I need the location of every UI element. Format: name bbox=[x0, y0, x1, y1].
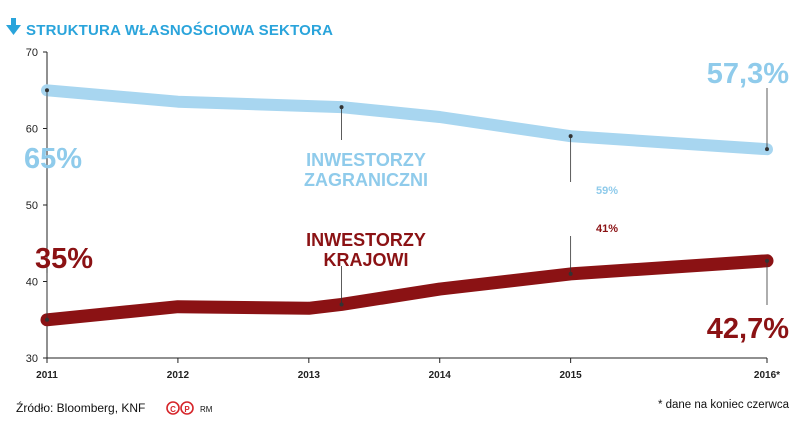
data-point-marker bbox=[568, 271, 573, 276]
data-point-marker bbox=[45, 88, 49, 93]
down-arrow-icon bbox=[6, 18, 21, 35]
domestic-end-label: 42,7% bbox=[707, 313, 789, 345]
copyright-icon: C bbox=[166, 401, 180, 415]
data-point-marker bbox=[339, 302, 344, 307]
source-note: Źródło: Bloomberg, KNF bbox=[16, 400, 145, 415]
foreign-series-name-line1: INWESTORZY bbox=[306, 150, 426, 170]
foreign-investors-line bbox=[41, 84, 773, 156]
svg-text:C: C bbox=[170, 405, 176, 414]
domestic-start-label: 35% bbox=[35, 243, 93, 275]
footnote: * dane na koniec czerwca bbox=[658, 399, 790, 411]
y-tick-label: 40 bbox=[26, 277, 38, 289]
foreign-end-label: 57,3% bbox=[707, 58, 789, 90]
leader-lines bbox=[45, 88, 769, 322]
domestic-series-name-line1: INWESTORZY bbox=[306, 230, 426, 250]
x-tick-label: 2012 bbox=[167, 370, 190, 381]
data-point-marker bbox=[45, 317, 49, 322]
y-tick-label: 30 bbox=[26, 353, 38, 365]
foreign-series-name-line2: ZAGRANICZNI bbox=[304, 170, 428, 190]
x-tick-label: 2015 bbox=[560, 370, 583, 381]
data-point-marker bbox=[568, 134, 573, 139]
x-tick-label: 2014 bbox=[429, 370, 452, 381]
y-tick-label: 50 bbox=[26, 200, 38, 212]
data-point-marker bbox=[339, 105, 344, 110]
x-tick-label: 2016* bbox=[754, 370, 780, 381]
y-axis: 30 40 50 60 70 bbox=[26, 47, 47, 365]
data-point-marker bbox=[765, 147, 769, 152]
series-layer bbox=[40, 84, 774, 327]
foreign-2015-label: 59% bbox=[596, 185, 618, 197]
chart-title: STRUKTURA WŁASNOŚCIOWA SEKTORA bbox=[26, 21, 333, 39]
rights-reserved-icon: P bbox=[180, 401, 194, 415]
domestic-2015-label: 41% bbox=[596, 223, 618, 235]
y-tick-label: 60 bbox=[26, 124, 38, 136]
foreign-start-label: 65% bbox=[24, 143, 82, 175]
x-tick-label: 2011 bbox=[36, 370, 58, 381]
domestic-series-name-line2: KRAJOWI bbox=[324, 250, 409, 270]
x-axis: 2011 2012 2013 2014 2015 2016* bbox=[36, 358, 780, 381]
y-tick-label: 70 bbox=[26, 47, 38, 59]
x-tick-label: 2013 bbox=[298, 370, 321, 381]
author-initials: RM bbox=[200, 405, 213, 414]
svg-text:P: P bbox=[184, 405, 190, 414]
data-point-marker bbox=[765, 258, 769, 263]
